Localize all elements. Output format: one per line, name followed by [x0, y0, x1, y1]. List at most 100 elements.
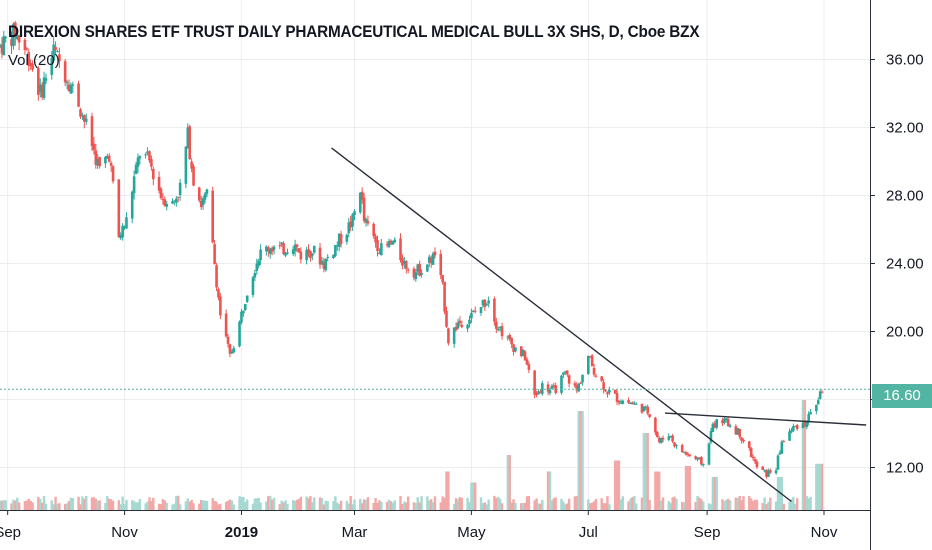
time-tick-label: Nov [811, 524, 838, 541]
candle-body [441, 275, 444, 283]
candle-body [92, 143, 96, 151]
volume-bar [497, 496, 500, 510]
candle-body [376, 240, 379, 251]
candle-body [63, 61, 67, 83]
candle-body [374, 236, 377, 243]
candle-body [125, 217, 128, 229]
candle-body [753, 459, 757, 462]
volume-bar [782, 503, 785, 510]
candle-body [157, 176, 161, 191]
volume-indicator-label[interactable]: Vol (20) [8, 52, 60, 69]
time-axis[interactable]: Sep Nov 2019 Mar May Jul Sep Nov [0, 510, 870, 541]
volume-bar [621, 496, 624, 510]
candle-body [54, 46, 57, 51]
volume-bar [104, 503, 107, 510]
candle-body [186, 127, 190, 148]
candle-body [111, 166, 115, 182]
candle-body [83, 115, 86, 122]
volume-bar [577, 411, 580, 510]
volume-bar [332, 500, 335, 510]
volume-bar [788, 501, 791, 510]
volume-bar [535, 498, 538, 510]
volume-bar [226, 500, 230, 510]
volume-bar [353, 499, 356, 510]
volume-bar [749, 498, 753, 510]
candle-body [31, 63, 34, 70]
candle-body [761, 466, 764, 470]
candle-body [96, 159, 100, 166]
volume-bar [4, 500, 7, 510]
volume-bar [106, 496, 109, 510]
volume-bar [253, 498, 257, 510]
candle-body [299, 251, 303, 260]
candle-body [190, 161, 193, 169]
candle-body [634, 403, 638, 405]
volume-bar [688, 466, 692, 510]
candle-body [510, 337, 513, 345]
candle-body [659, 437, 663, 443]
volume-bar [567, 498, 571, 510]
volume-bar [590, 502, 594, 510]
candle-body [4, 36, 8, 39]
candle-body [353, 211, 356, 215]
candle-body [121, 225, 124, 238]
candle-body [12, 23, 15, 47]
volume-bar [37, 496, 40, 510]
candle-body [309, 250, 312, 259]
volume-bar [508, 455, 511, 510]
candle-body [163, 199, 167, 206]
volume-bar [111, 500, 115, 510]
volume-bar [0, 500, 4, 510]
candle-body [740, 437, 743, 441]
volume-bar [251, 503, 255, 510]
candle-body [667, 436, 671, 440]
candle-body [487, 300, 490, 304]
price-tick-label: 28.00 [886, 188, 924, 205]
volume-bar [79, 504, 82, 510]
candle-body [483, 299, 487, 307]
candle-body [565, 370, 569, 375]
time-tick-label: Mar [342, 524, 368, 541]
candle-body [44, 78, 48, 81]
candle-body [431, 253, 435, 265]
volume-bar [726, 498, 730, 510]
candle-body [238, 321, 241, 347]
candle-body [793, 425, 797, 427]
volume-bar [81, 496, 84, 510]
volume-bar [702, 501, 705, 510]
candle-body [788, 431, 791, 441]
candle-body [675, 444, 678, 446]
trendlines[interactable] [331, 147, 867, 503]
volume-bar [278, 504, 281, 510]
candle-body [648, 414, 651, 418]
volume-bar [405, 502, 408, 510]
volume-bar [794, 503, 797, 510]
candle-body [541, 383, 544, 394]
candle-body [575, 385, 579, 391]
candle-body [42, 77, 46, 98]
candle-body [364, 219, 368, 223]
candle-body [815, 404, 818, 412]
candle-body [192, 166, 195, 186]
candle-body [270, 248, 274, 252]
candle-body [564, 371, 567, 373]
candle-body [780, 441, 784, 454]
volume-bar [311, 502, 314, 510]
candle-body [284, 252, 287, 256]
volume-bar [201, 500, 205, 510]
candle-body [332, 254, 335, 259]
candle-body [203, 193, 207, 200]
chart-title: DIREXION SHARES ETF TRUST DAILY PHARMACE… [8, 22, 700, 41]
candle-body [385, 244, 389, 246]
candle-body [109, 162, 113, 166]
volume-bar [293, 500, 297, 510]
candle-body [728, 425, 732, 427]
candle-body [79, 109, 82, 117]
candle-body [723, 418, 726, 424]
candle-body [655, 431, 659, 437]
candle-body [767, 470, 770, 477]
candle-body [755, 461, 759, 468]
time-tick-label: Nov [111, 524, 138, 541]
